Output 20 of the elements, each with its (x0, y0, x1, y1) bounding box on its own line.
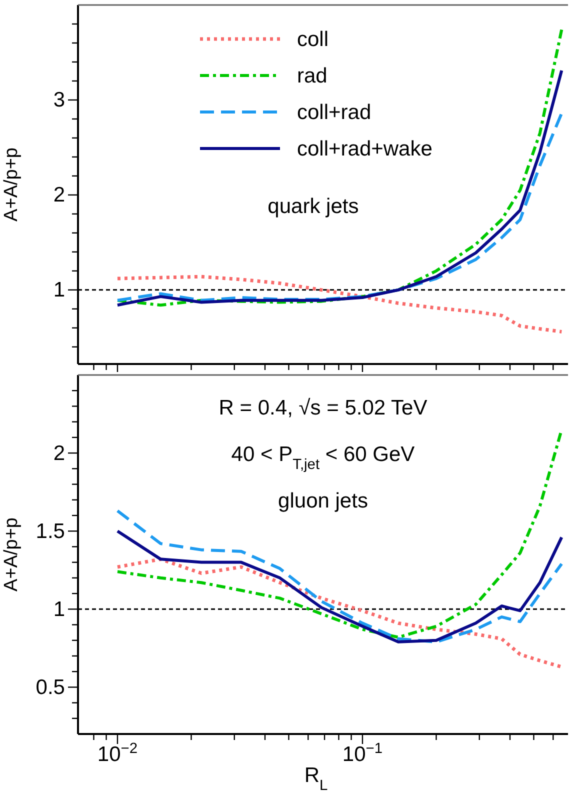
y-tick-label: 1.5 (36, 520, 65, 543)
x-axis-title: R$_{L}$ (304, 764, 328, 792)
y-tick-label: 3 (53, 88, 65, 112)
y-tick-label: 1 (53, 278, 65, 302)
legend-label: rad (297, 64, 328, 88)
y-tick-label: 0.5 (36, 676, 65, 699)
x-tick-label: 10$^{−1}$ (342, 740, 383, 766)
annotation: gluon jets (278, 490, 368, 513)
annotation: quark jets (268, 195, 359, 218)
y-axis-title: A+A/p+p (1, 148, 22, 222)
annotation: R = 0.4, √s = 5.02 TeV (218, 396, 428, 420)
y-tick-label: 2 (53, 184, 65, 207)
legend-label: coll+rad (297, 101, 372, 124)
y-tick-label: 1 (53, 598, 65, 621)
legend-label: coll+rad+wake (297, 138, 432, 160)
y-axis-title: A+A/p+p (1, 518, 22, 592)
legend-label: coll (297, 28, 329, 51)
y-tick-label: 2 (53, 442, 65, 465)
x-tick-label: 10$^{−2}$ (97, 740, 138, 766)
annotation: 40 < P$_{T,jet}$ < 60 GeV (231, 442, 415, 473)
